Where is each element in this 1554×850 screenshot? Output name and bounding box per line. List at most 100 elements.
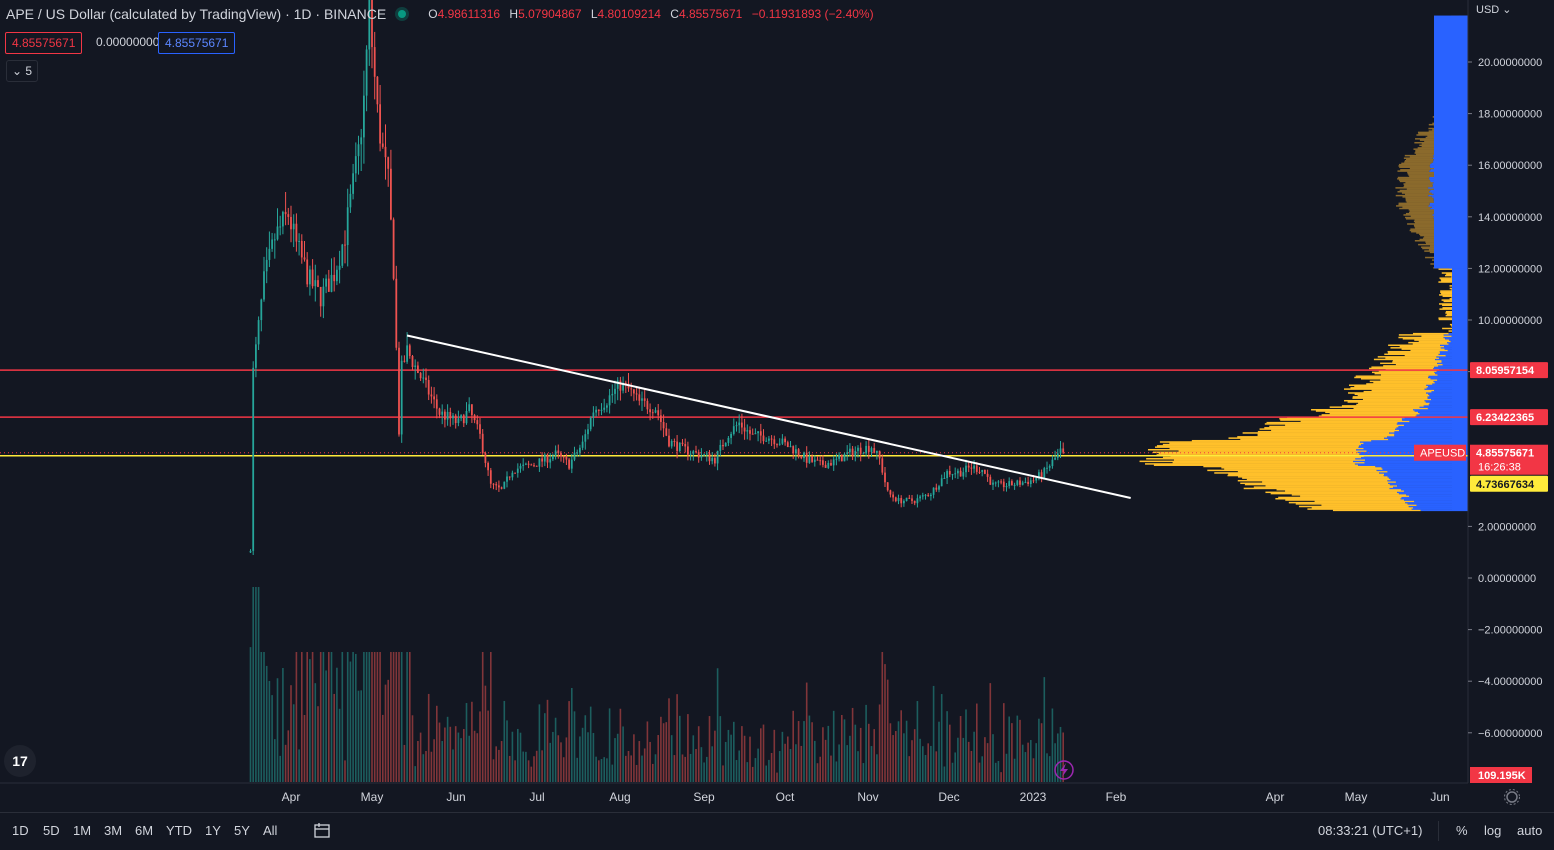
candle-body <box>970 467 973 469</box>
candle-body <box>1040 472 1043 478</box>
vp-row <box>1191 439 1372 442</box>
timeframe-5d[interactable]: 5D <box>43 823 60 838</box>
volume-bar <box>282 668 284 782</box>
gear-icon[interactable] <box>1504 789 1520 805</box>
timeframe-ytd[interactable]: YTD <box>166 823 192 838</box>
candle-body <box>298 240 300 242</box>
volume-bar <box>1043 677 1046 782</box>
timeframe-1y[interactable]: 1Y <box>205 823 221 838</box>
volume-bar <box>260 652 263 782</box>
vp-row <box>1427 396 1468 398</box>
vp-row <box>1434 389 1468 392</box>
vp-row <box>1421 143 1443 145</box>
volume-bar <box>652 763 654 782</box>
vp-row <box>1388 344 1441 346</box>
volume-bar <box>984 737 986 782</box>
volume-bar <box>965 709 967 782</box>
clock[interactable]: 08:33:21 (UTC+1) <box>1318 823 1423 838</box>
candle-body <box>417 365 419 374</box>
volume-bar <box>492 759 495 782</box>
currency-selector[interactable]: USD ⌄ <box>1476 3 1512 16</box>
timeframe-6m[interactable]: 6M <box>135 823 154 838</box>
horizontal-levels[interactable] <box>0 369 1468 457</box>
candle-body <box>978 471 981 473</box>
timeframe-5y[interactable]: 5Y <box>234 823 250 838</box>
candle-body <box>579 447 581 453</box>
trendline[interactable] <box>406 334 1131 499</box>
candle-body <box>992 482 994 485</box>
vp-row <box>1406 188 1435 190</box>
volume-bar <box>560 742 562 782</box>
volume-bar <box>552 731 554 782</box>
tradingview-logo-icon[interactable]: 17 <box>4 745 36 777</box>
timeframe-3m[interactable]: 3M <box>104 823 123 838</box>
candle-body <box>365 49 368 96</box>
candle-body <box>808 456 811 463</box>
volume-bar <box>951 762 954 782</box>
date-range-icon[interactable] <box>313 823 331 839</box>
volume-bar <box>706 756 708 782</box>
volume-bar <box>916 701 919 782</box>
candle-body <box>354 156 357 174</box>
volume-bar <box>508 755 511 782</box>
candle-body <box>897 498 900 502</box>
vp-row <box>1384 353 1439 356</box>
candle-body <box>754 433 757 435</box>
volume-bar <box>395 652 398 782</box>
candle-body <box>633 389 635 394</box>
candle-body <box>338 265 341 270</box>
bottom-toolbar: 1D 5D 1M 3M 6M YTD 1Y 5Y All 08:33:21 (U… <box>0 812 1554 850</box>
candle-body <box>1005 486 1008 488</box>
vp-row <box>1159 441 1361 443</box>
candle-body <box>1051 459 1054 467</box>
time-axis[interactable]: Apr May Jun Jul Aug Sep Oct Nov Dec 2023 Feb Apr May… <box>282 790 1450 804</box>
vp-row <box>1417 147 1441 149</box>
price-axis-bg[interactable] <box>1468 0 1554 783</box>
candle-body <box>921 495 924 497</box>
volume-bar <box>1021 744 1024 782</box>
candle-body <box>865 445 867 454</box>
buy-price-box[interactable]: 4.85575671 <box>158 32 236 54</box>
timeframe-all[interactable]: All <box>263 823 278 838</box>
volume-bar <box>862 763 865 782</box>
vp-value-area <box>1452 268 1468 511</box>
trendline[interactable] <box>406 334 1131 499</box>
candle-body <box>306 259 309 285</box>
candle-body <box>730 433 732 438</box>
volume-bar <box>460 738 462 782</box>
indicators-toggle[interactable]: ⌄ 5 <box>6 60 39 82</box>
vp-row <box>1315 410 1415 412</box>
vp-row <box>1329 412 1420 415</box>
vp-row <box>1377 356 1437 358</box>
vp-row <box>1404 160 1434 162</box>
vp-row <box>1314 500 1415 503</box>
vp-row <box>1442 304 1459 307</box>
price-axis[interactable]: 20.00000000 18.00000000 16.00000000 14.0000… <box>1414 57 1548 783</box>
log-toggle[interactable]: log <box>1484 823 1502 838</box>
sell-price-box[interactable]: 4.85575671 <box>5 32 83 54</box>
timeframe-1m[interactable]: 1M <box>73 823 92 838</box>
candle-body <box>727 437 730 443</box>
symbol-title[interactable]: APE / US Dollar (calculated by TradingVi… <box>6 6 387 22</box>
candle-body <box>1019 480 1021 485</box>
lightning-icon[interactable] <box>1054 760 1074 780</box>
candle-body <box>630 388 633 390</box>
volume-bar <box>535 750 538 782</box>
volume-bar <box>895 731 897 782</box>
vp-row <box>1178 450 1367 452</box>
vp-row <box>1156 454 1360 456</box>
volume-bar <box>932 685 935 782</box>
timeframe-1d[interactable]: 1D <box>12 823 29 838</box>
volume-bar <box>436 705 438 782</box>
percent-toggle[interactable]: % <box>1456 823 1468 838</box>
volume-bar <box>854 724 857 782</box>
candle-body <box>967 465 970 468</box>
vp-row <box>1392 361 1442 363</box>
auto-toggle[interactable]: auto <box>1517 823 1543 838</box>
vp-row <box>1442 295 1460 297</box>
vp-row <box>1415 415 1468 417</box>
vp-row <box>1228 473 1385 475</box>
candle-body <box>616 380 619 389</box>
candle-body <box>576 452 579 454</box>
